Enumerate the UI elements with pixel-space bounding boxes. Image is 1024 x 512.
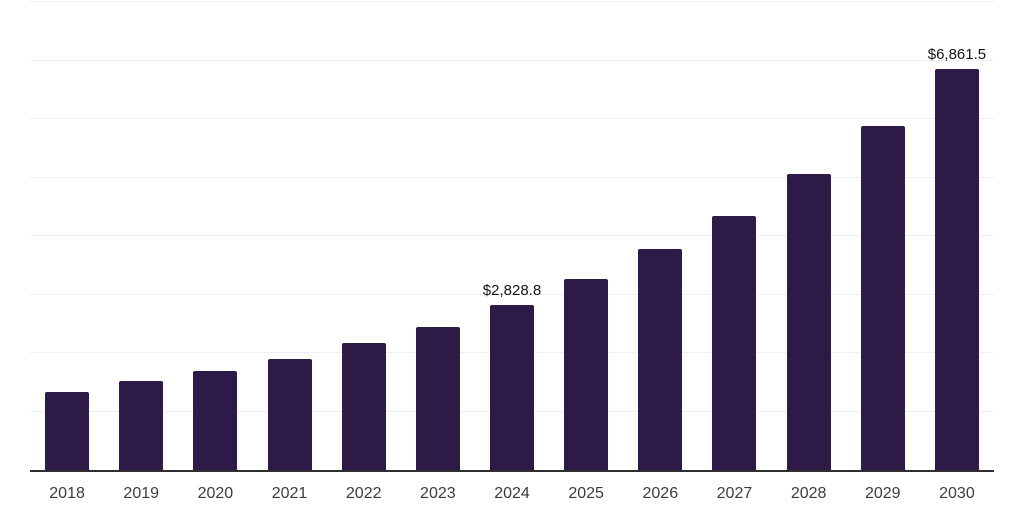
bar-2018 bbox=[45, 392, 90, 470]
plot-area: $2,828.8 $6,861.5 bbox=[30, 1, 994, 472]
bar-2028 bbox=[786, 173, 831, 470]
bar-2027 bbox=[712, 215, 757, 470]
bar-2030 bbox=[934, 68, 979, 470]
bar-2019 bbox=[119, 381, 164, 470]
x-tick-2030: 2030 bbox=[939, 485, 975, 502]
x-tick-2029: 2029 bbox=[864, 485, 901, 502]
data-label-2024: $2,828.8 bbox=[482, 281, 542, 299]
x-tick-2023: 2023 bbox=[420, 485, 456, 502]
x-tick-2027: 2027 bbox=[716, 485, 753, 502]
gridline-5000 bbox=[30, 176, 994, 178]
x-tick-2024: 2024 bbox=[494, 485, 530, 502]
gridline-6000 bbox=[30, 118, 994, 119]
gridline-4000 bbox=[30, 235, 994, 236]
bar-2024 bbox=[490, 304, 534, 470]
bar-2029 bbox=[860, 125, 905, 470]
x-tick-2028: 2028 bbox=[790, 485, 827, 502]
bar-2022 bbox=[341, 343, 386, 470]
x-tick-2020: 2020 bbox=[197, 485, 234, 502]
x-tick-2018: 2018 bbox=[49, 485, 85, 502]
x-tick-2026: 2026 bbox=[642, 485, 679, 502]
bar-2026 bbox=[638, 249, 683, 470]
gridline-7000 bbox=[30, 59, 994, 61]
bar-2025 bbox=[564, 279, 609, 470]
x-tick-2021: 2021 bbox=[271, 485, 308, 502]
gridline-8000 bbox=[30, 1, 994, 2]
gridline-3000 bbox=[30, 293, 994, 295]
data-label-2030: $6,861.5 bbox=[927, 45, 987, 63]
x-tick-2019: 2019 bbox=[123, 485, 160, 502]
bar-2020 bbox=[193, 371, 238, 470]
bar-2021 bbox=[267, 359, 312, 470]
x-tick-2022: 2022 bbox=[345, 485, 382, 502]
x-tick-2025: 2025 bbox=[568, 485, 604, 502]
bar-2023 bbox=[415, 327, 460, 470]
